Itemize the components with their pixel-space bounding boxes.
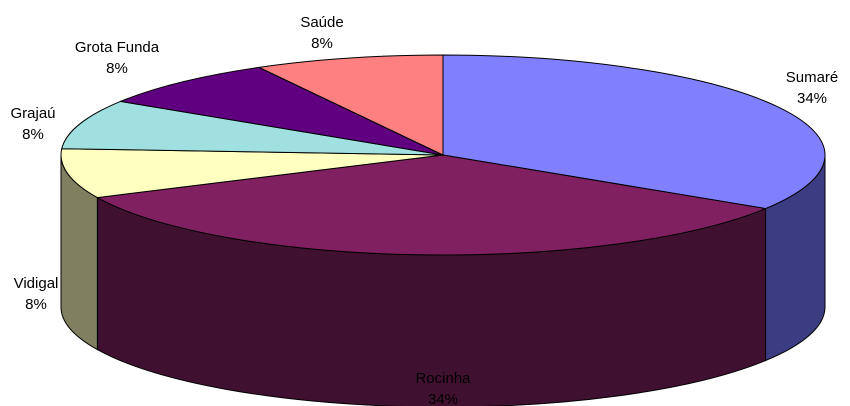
pie-slice-sumare	[442, 54, 826, 210]
label-sumare-name: Sumaré	[786, 69, 839, 86]
label-grota-funda-percent: 8%	[106, 60, 128, 77]
label-vidigal-percent: 8%	[25, 296, 47, 313]
label-saude-name: Saúde	[300, 14, 343, 31]
label-rocinha-percent: 34%	[428, 391, 458, 406]
label-rocinha-name: Rocinha	[415, 370, 471, 387]
label-grajau-percent: 8%	[22, 126, 44, 143]
pie-slice-grajau	[61, 100, 444, 156]
pie-slice-rocinha	[96, 154, 767, 256]
label-vidigal-name: Vidigal	[14, 275, 59, 292]
pie-slices	[60, 54, 826, 256]
label-grota-funda-name: Grota Funda	[75, 39, 160, 56]
pie-slice-grota-funda	[119, 66, 444, 156]
label-grajau-name: Grajaú	[10, 105, 55, 122]
pie-sides	[60, 154, 826, 406]
pie-slice-vidigal	[60, 148, 444, 199]
pie-slice-saude	[258, 54, 444, 156]
label-sumare-percent: 34%	[797, 90, 827, 107]
pie-labels: Saúde 8% Grota Funda 8% Grajaú 8% Vidiga…	[10, 14, 838, 406]
label-saude-percent: 8%	[311, 35, 333, 52]
